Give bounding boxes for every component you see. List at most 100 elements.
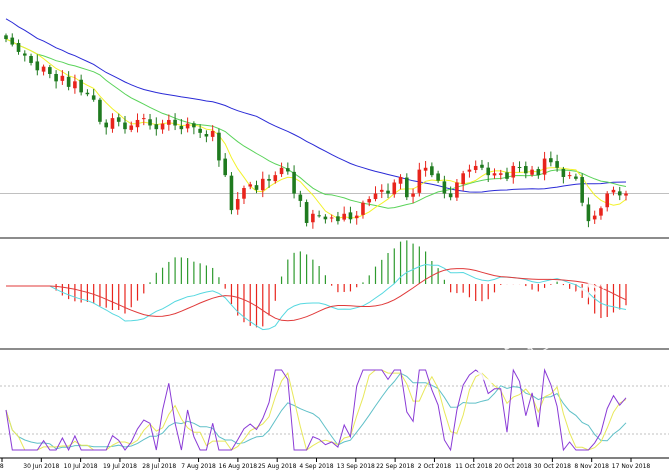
candle-body: [116, 117, 121, 122]
fast-ma-line: [5, 38, 627, 219]
candle-body: [592, 215, 597, 220]
watermark-logo-icon: [477, 352, 509, 384]
stoch-signal-line: [5, 369, 627, 451]
candle-body: [129, 125, 134, 130]
candle-body: [517, 166, 522, 168]
candle-body: [267, 179, 271, 181]
candle-body: [354, 215, 359, 219]
candle-body: [498, 173, 503, 175]
candle-body: [210, 131, 215, 137]
candle-body: [242, 188, 246, 199]
candle-body: [29, 55, 33, 63]
candle-body: [611, 189, 616, 193]
date-axis: 18 30 Jun 2018 10 Jul 2018 19 Jul 2018 28 Ju…: [0, 458, 650, 470]
candle-body: [586, 204, 591, 222]
candle-body: [530, 169, 534, 175]
mid-ma-line: [5, 38, 627, 209]
candle-body: [60, 75, 65, 81]
candle-body: [16, 43, 21, 52]
candle-body: [73, 81, 77, 89]
candle-body: [217, 132, 221, 161]
stochastic-panel: [0, 368, 669, 459]
candle-body: [154, 124, 159, 130]
candle-body: [110, 118, 115, 129]
candle-body: [486, 167, 491, 176]
candle-body: [480, 164, 484, 168]
candle-body: [455, 182, 459, 198]
candle-body: [323, 216, 328, 220]
candle-body: [367, 199, 372, 203]
date-tick-label: 10 Jul 2018: [64, 463, 98, 470]
candle-body: [98, 99, 102, 122]
candle-body: [160, 123, 165, 130]
candle-body: [555, 161, 559, 168]
candle-body: [361, 202, 365, 215]
candle-body: [411, 193, 415, 197]
candle-body: [298, 194, 303, 201]
candle-body: [505, 172, 509, 179]
candle-body: [342, 213, 346, 220]
candle-body: [442, 181, 447, 194]
date-tick-label: 30 Oct 2018: [534, 463, 571, 470]
stoch-main-line: [5, 368, 627, 452]
candle-body: [392, 182, 397, 195]
candle-body: [10, 37, 15, 45]
candle-body: [254, 185, 259, 190]
candle-body: [317, 215, 321, 217]
candle-body: [467, 169, 472, 172]
candle-body: [22, 53, 27, 56]
candle-body: [379, 189, 384, 192]
candle-body: [536, 169, 541, 176]
candle-body: [260, 178, 265, 191]
date-tick-label: 25 Aug 2018: [258, 463, 297, 470]
candle-body: [41, 66, 46, 72]
candle-body: [85, 92, 90, 95]
candle-body: [448, 193, 453, 198]
candle-body: [123, 122, 127, 130]
stoch-slow-line: [5, 372, 627, 450]
candle-body: [599, 208, 603, 216]
candle-body: [373, 193, 378, 200]
date-tick-label: 13 Sep 2018: [337, 463, 375, 470]
candle-body: [473, 165, 478, 170]
candle-body: [523, 166, 528, 174]
candle-body: [386, 190, 390, 194]
date-tick-label: 19 Jul 2018: [103, 463, 137, 470]
candle-body: [148, 119, 152, 126]
candle-body: [248, 184, 253, 187]
candle-body: [511, 165, 516, 178]
date-tick-label: 30 Jun 2018: [23, 463, 59, 470]
candle-body: [223, 158, 227, 176]
candle-body: [286, 168, 290, 172]
date-tick-label: 28 Jul 2018: [142, 463, 176, 470]
candle-body: [4, 35, 8, 40]
date-tick-label: 11 Oct 2018: [455, 463, 492, 470]
candle-body: [617, 191, 622, 196]
candle-body: [574, 176, 578, 179]
candle-body: [348, 212, 353, 220]
candle-body: [336, 216, 340, 222]
candle-body: [405, 177, 409, 198]
date-tick-label: 7 Aug 2018: [181, 463, 216, 470]
candle-body: [542, 158, 547, 175]
date-tick-label: 17 Nov 2018: [612, 463, 651, 470]
candle-body: [436, 173, 440, 181]
candle-body: [279, 167, 284, 175]
date-tick-label: 20 Oct 2018: [495, 463, 532, 470]
candle-body: [624, 193, 628, 196]
candle-body: [329, 217, 334, 219]
candle-body: [492, 173, 497, 176]
candle-body: [292, 171, 296, 194]
date-tick-label: 8 Nov 2018: [574, 463, 609, 470]
candle-body: [423, 167, 428, 171]
candle-body: [173, 119, 177, 126]
candle-body: [179, 126, 184, 130]
candle-body: [561, 168, 566, 177]
candle-body: [54, 73, 58, 82]
date-tick-label: 2 Oct 2018: [418, 463, 451, 470]
candle-body: [273, 175, 278, 182]
candle-body: [91, 95, 96, 100]
date-tick-label: 4 Sep 2018: [299, 463, 333, 470]
